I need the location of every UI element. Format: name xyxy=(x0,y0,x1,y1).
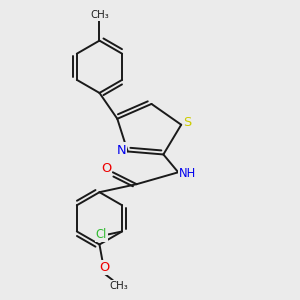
Text: O: O xyxy=(101,162,111,175)
Text: N: N xyxy=(116,143,126,157)
Text: CH₃: CH₃ xyxy=(90,10,109,20)
Text: NH: NH xyxy=(178,167,196,180)
Text: S: S xyxy=(184,116,192,129)
Text: O: O xyxy=(99,261,109,274)
Text: CH₃: CH₃ xyxy=(110,280,128,290)
Text: Cl: Cl xyxy=(96,228,107,241)
